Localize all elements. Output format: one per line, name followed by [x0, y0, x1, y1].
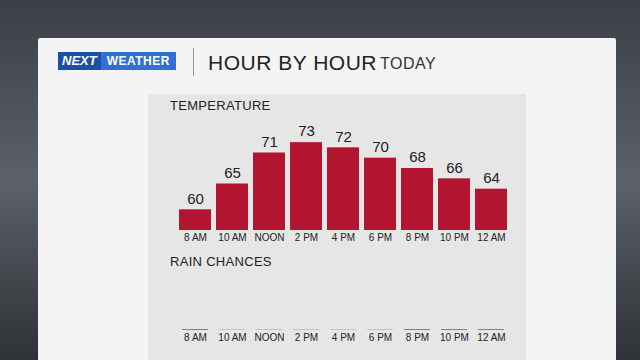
svg-text:6 PM: 6 PM [369, 232, 392, 243]
svg-text:NOON: NOON [255, 232, 285, 243]
svg-text:64: 64 [483, 169, 500, 186]
svg-text:68: 68 [409, 148, 426, 165]
svg-text:8 PM: 8 PM [406, 332, 429, 343]
svg-text:66: 66 [446, 159, 463, 176]
svg-text:65: 65 [224, 164, 241, 181]
svg-text:71: 71 [261, 133, 278, 150]
svg-text:70: 70 [372, 138, 389, 155]
svg-text:2 PM: 2 PM [295, 332, 318, 343]
svg-text:10 AM: 10 AM [218, 332, 246, 343]
svg-text:10 AM: 10 AM [218, 232, 246, 243]
svg-text:8 AM: 8 AM [184, 232, 207, 243]
svg-text:73: 73 [298, 122, 315, 139]
svg-text:2 PM: 2 PM [295, 232, 318, 243]
html-text:NEXT: NEXT [62, 53, 97, 68]
svg-text:12 AM: 12 AM [477, 332, 505, 343]
svg-text:10 PM: 10 PM [440, 232, 469, 243]
html-text:TEMPERATURE: TEMPERATURE [170, 98, 271, 113]
html-text:RAIN CHANCES: RAIN CHANCES [170, 254, 272, 269]
svg-text:4 PM: 4 PM [332, 232, 355, 243]
svg-text:NOON: NOON [255, 332, 285, 343]
svg-text:8 PM: 8 PM [406, 232, 429, 243]
svg-text:60: 60 [187, 190, 204, 207]
svg-text:12 AM: 12 AM [477, 232, 505, 243]
svg-text:6 PM: 6 PM [369, 332, 392, 343]
svg-text:10 PM: 10 PM [440, 332, 469, 343]
html-text:WEATHER: WEATHER [106, 54, 170, 68]
svg-text:8 AM: 8 AM [184, 332, 207, 343]
svg-text:72: 72 [335, 128, 352, 145]
html-text:HOUR BY HOUR TODAY: HOUR BY HOUR TODAY [208, 51, 437, 74]
svg-text:4 PM: 4 PM [332, 332, 355, 343]
